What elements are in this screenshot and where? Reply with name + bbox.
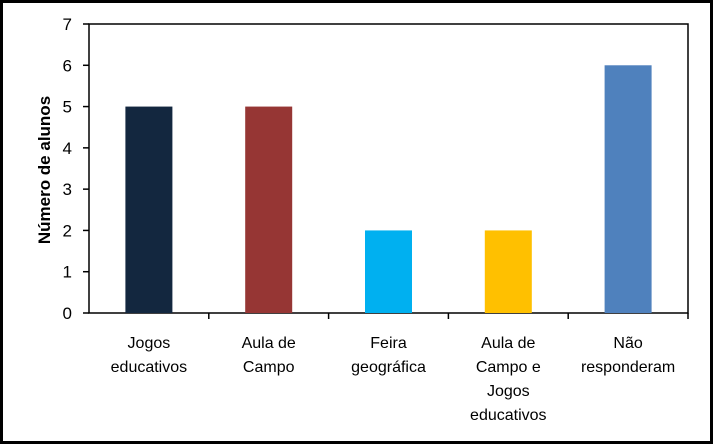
y-tick-label: 4 <box>63 139 72 158</box>
y-tick-label: 5 <box>63 98 72 117</box>
x-category-label: Não responderam <box>581 335 675 376</box>
bars <box>125 65 652 314</box>
y-tick-label: 0 <box>63 304 72 323</box>
y-tick-label: 1 <box>63 263 72 282</box>
y-axis-ticks: 0 1 2 3 4 5 6 7 <box>63 15 89 323</box>
x-category-label: Aula de Campo e Jogos educativos <box>470 335 547 424</box>
x-category-label-line: Campo <box>243 359 295 376</box>
y-tick-label: 2 <box>63 221 72 240</box>
bar-3 <box>365 230 412 313</box>
x-category-label-line: educativos <box>111 359 188 376</box>
x-category-label: Jogos educativos <box>111 335 188 376</box>
x-category-label-line: educativos <box>470 407 547 424</box>
y-tick-label: 6 <box>63 56 72 75</box>
bar-5 <box>604 65 652 314</box>
x-category-label-line: Não <box>613 335 642 352</box>
y-tick-label: 3 <box>63 180 72 199</box>
x-category-label-line: Campo e <box>476 359 541 376</box>
bar-4 <box>484 230 532 313</box>
bar-1 <box>125 106 173 313</box>
y-tick-label: 7 <box>63 15 72 34</box>
x-category-label-line: Jogos <box>128 335 171 352</box>
bar-2 <box>245 106 293 313</box>
x-axis-labels: Jogos educativos Aula de Campo Feira geográfi… <box>111 313 689 424</box>
x-category-label-line: Jogos <box>487 383 530 400</box>
x-category-label-line: Aula de <box>481 335 535 352</box>
x-category-label-line: responderam <box>581 359 675 376</box>
x-category-label-line: Aula de <box>242 335 296 352</box>
x-category-label-line: Feira <box>370 335 407 352</box>
y-axis-title: Número de alunos <box>35 96 54 244</box>
x-category-label: Feira geográfica <box>351 335 426 376</box>
x-category-label: Aula de Campo <box>242 335 296 376</box>
x-category-label-line: geográfica <box>351 359 426 376</box>
